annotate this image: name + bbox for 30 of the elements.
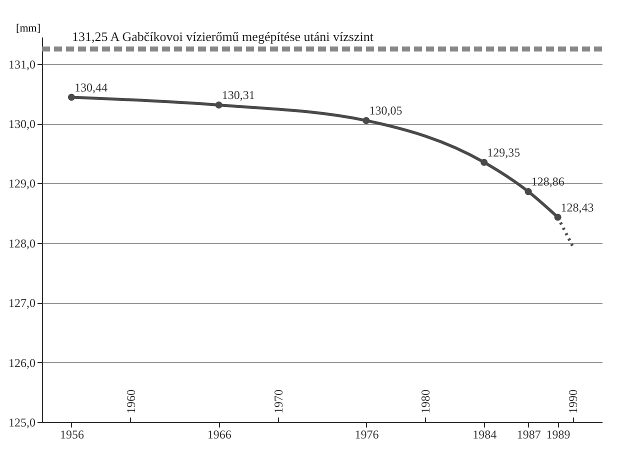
x2-tick-label: 1960	[124, 390, 138, 414]
x-tick-label: 1984	[472, 428, 497, 442]
point	[362, 117, 370, 124]
y-tick-label: 127,0	[8, 296, 36, 310]
x2-tick-label: 1970	[271, 390, 286, 414]
data-label: 130,05	[369, 104, 402, 118]
ref-line-label: 131,25 A Gabčíkovoi vízierőmű megépítése utáni vízszint	[72, 28, 374, 44]
y-tick-label: 130,0	[8, 117, 36, 132]
data-label: 130,31	[222, 88, 255, 102]
x-tick-label: 1976	[354, 428, 379, 442]
y-tick-label: 126,0	[8, 356, 36, 370]
data-label: 128,86	[531, 174, 564, 189]
data-label: 129,35	[487, 145, 520, 160]
data-label: 128,43	[560, 200, 594, 214]
point	[480, 158, 488, 166]
y-tick-label: 131,0	[8, 57, 36, 72]
y-axis-title: [mm]	[16, 22, 40, 34]
x2-tick-label: 1980	[418, 390, 433, 414]
y-tick-label: 129,0	[8, 176, 36, 191]
x2-tick-label: 1990	[566, 390, 580, 414]
x-tick-label: 1989	[546, 428, 570, 442]
y-tick-label: 125,0	[8, 416, 36, 430]
point	[524, 188, 532, 196]
point	[68, 94, 76, 101]
y-tick-label: 128,0	[8, 236, 36, 250]
point	[215, 102, 222, 109]
data-label: 130,44	[74, 80, 108, 94]
x-tick-label: 1987	[516, 428, 541, 442]
x-tick-label: 1966	[207, 428, 232, 442]
x-tick-label: 1956	[60, 428, 84, 442]
